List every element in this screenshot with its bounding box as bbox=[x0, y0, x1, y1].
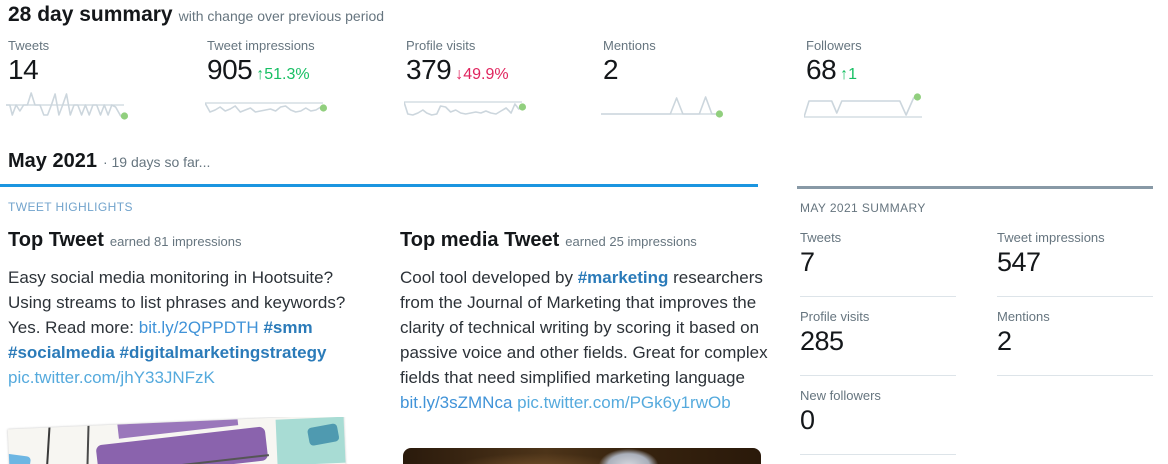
panel-heading: MAY 2021 SUMMARY bbox=[800, 201, 926, 215]
tweet-link[interactable]: bit.ly/3sZMNca bbox=[400, 393, 513, 412]
tweet-highlights-label: TWEET HIGHLIGHTS bbox=[8, 200, 133, 214]
panel-stat-value: 285 bbox=[800, 326, 844, 356]
stat-tweet-impressions: Tweet impressions 905 ↑51.3% bbox=[205, 38, 397, 113]
sketch-image bbox=[7, 417, 348, 464]
tweet-hashtag[interactable]: #smm bbox=[263, 318, 313, 337]
stat-value: 68 bbox=[806, 54, 837, 85]
panel-stat-empty bbox=[997, 388, 1153, 455]
section-divider bbox=[0, 184, 758, 187]
tweet-medialink[interactable]: pic.twitter.com/PGk6y1rwOb bbox=[517, 393, 731, 412]
stat-change: ↑51.3% bbox=[256, 66, 309, 83]
panel-stat-profile-visits: Profile visits 285 bbox=[800, 309, 956, 376]
stat-followers: Followers 68 ↑1 bbox=[804, 38, 996, 118]
panel-stat-label: Mentions bbox=[997, 309, 1050, 324]
mentions-sparkline-chart bbox=[601, 96, 724, 118]
tweet-text-segment: Easy social media monitoring in Hootsuit… bbox=[8, 268, 346, 337]
up-arrow-icon: ↑ bbox=[840, 66, 849, 83]
top-tweet-media-thumbnail[interactable] bbox=[2, 417, 348, 464]
panel-top-border bbox=[797, 186, 1153, 189]
page-subtitle: with change over previous period bbox=[178, 8, 385, 24]
stat-change-value: 1 bbox=[848, 66, 858, 83]
month-subtitle: · 19 days so far... bbox=[102, 154, 211, 170]
stat-label: Tweet impressions bbox=[207, 38, 315, 53]
tweet-text-segment: researchers from the Journal of Marketin… bbox=[400, 268, 768, 387]
stat-change-value: 49.9% bbox=[463, 66, 509, 83]
stat-mentions: Mentions 2 bbox=[601, 38, 793, 118]
followers-sparkline-chart bbox=[804, 93, 922, 118]
panel-stat-value: 547 bbox=[997, 247, 1041, 277]
panel-stat-label: Profile visits bbox=[800, 309, 870, 324]
panel-stat-label: New followers bbox=[800, 388, 881, 403]
page-title: 28 day summary bbox=[8, 3, 173, 26]
month-title: May 2021 bbox=[8, 150, 97, 172]
impressions-sparkline-chart bbox=[205, 102, 328, 113]
stat-profile-visits: Profile visits 379 ↓49.9% bbox=[404, 38, 596, 116]
tweet-text-segment: Cool tool developed by bbox=[400, 268, 578, 287]
stat-label: Followers bbox=[806, 38, 862, 53]
top-media-tweet-photo-thumbnail[interactable] bbox=[403, 448, 761, 464]
top-tweet-heading: Top Tweet bbox=[8, 229, 104, 251]
down-arrow-icon: ↓ bbox=[455, 66, 464, 83]
top-tweet-text: Easy social media monitoring in Hootsuit… bbox=[8, 265, 366, 390]
tweet-hashtag[interactable]: #digitalmarketingstrategy bbox=[119, 343, 327, 362]
panel-stat-label: Tweet impressions bbox=[997, 230, 1105, 245]
summary-28day-header: 28 day summary with change over previous … bbox=[8, 3, 384, 27]
top-media-tweet-heading: Top media Tweet bbox=[400, 229, 560, 251]
panel-stat-label: Tweets bbox=[800, 230, 842, 245]
stat-tweets: Tweets 14 bbox=[6, 38, 198, 120]
stat-label: Tweets bbox=[8, 38, 50, 53]
stat-change-value: 51.3% bbox=[264, 66, 310, 83]
tweet-medialink[interactable]: pic.twitter.com/jhY33JNFzK bbox=[8, 368, 215, 387]
tweet-hashtag[interactable]: #socialmedia bbox=[8, 343, 115, 362]
panel-stat-value: 2 bbox=[997, 326, 1012, 356]
panel-stat-tweets: Tweets 7 bbox=[800, 230, 956, 297]
stat-value: 379 bbox=[406, 54, 452, 85]
stat-value: 2 bbox=[603, 54, 619, 85]
stat-label: Profile visits bbox=[406, 38, 476, 53]
profile-visits-sparkline-chart bbox=[404, 101, 527, 116]
stat-value: 905 bbox=[207, 54, 253, 85]
panel-stat-value: 0 bbox=[800, 405, 815, 435]
panel-stat-value: 7 bbox=[800, 247, 815, 277]
stat-change: ↓49.9% bbox=[455, 66, 508, 83]
top-media-tweet-text: Cool tool developed by #marketing resear… bbox=[400, 265, 768, 415]
stat-change: ↑1 bbox=[840, 66, 857, 83]
up-arrow-icon: ↑ bbox=[256, 66, 265, 83]
tweets-sparkline-chart bbox=[6, 92, 129, 120]
month-header: May 2021 · 19 days so far... bbox=[8, 150, 210, 173]
stat-label: Mentions bbox=[603, 38, 656, 53]
top-media-tweet-earned: earned 25 impressions bbox=[565, 234, 697, 249]
panel-stat-tweet-impressions: Tweet impressions 547 bbox=[997, 230, 1153, 297]
stat-value: 14 bbox=[8, 54, 39, 85]
tweet-hashtag[interactable]: #marketing bbox=[577, 268, 669, 287]
top-tweet-earned: earned 81 impressions bbox=[109, 234, 242, 249]
tweet-link[interactable]: bit.ly/2QPPDTH bbox=[138, 318, 259, 337]
top-tweet-card: Top Tweet earned 81 impressions Easy soci… bbox=[8, 229, 366, 390]
panel-stat-new-followers: New followers 0 bbox=[800, 388, 956, 455]
panel-stat-mentions: Mentions 2 bbox=[997, 309, 1153, 376]
month-summary-panel: MAY 2021 SUMMARY Tweets 7 Tweet impressi… bbox=[797, 186, 1153, 464]
top-media-tweet-card: Top media Tweet earned 25 impressions Coo… bbox=[400, 229, 768, 415]
